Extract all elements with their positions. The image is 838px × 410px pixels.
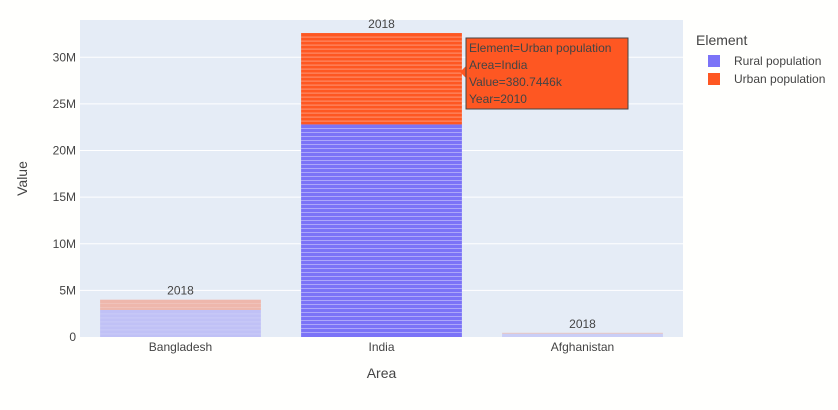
x-tick-label: Afghanistan bbox=[551, 340, 614, 354]
y-tick-label: 0 bbox=[69, 330, 76, 344]
tooltip-line: Value=380.7446k bbox=[469, 75, 563, 89]
bar-annotation: 2018 bbox=[569, 317, 596, 331]
x-tick-label: India bbox=[368, 340, 394, 354]
y-tick-label: 20M bbox=[53, 144, 76, 158]
bar-urban-population[interactable] bbox=[301, 33, 462, 125]
y-axis-ticks: 0 5M 10M 15M 20M 25M 30M bbox=[53, 50, 77, 344]
legend-swatch[interactable] bbox=[708, 73, 720, 85]
tooltip-line: Year=2010 bbox=[469, 92, 527, 106]
y-tick-label: 10M bbox=[53, 237, 76, 251]
legend-item-label[interactable]: Urban population bbox=[734, 72, 825, 86]
x-tick-label: Bangladesh bbox=[149, 340, 212, 354]
y-tick-label: 25M bbox=[53, 97, 76, 111]
bar-urban-population[interactable] bbox=[100, 299, 261, 310]
tooltip-line: Element=Urban population bbox=[469, 41, 611, 55]
y-tick-label: 15M bbox=[53, 190, 76, 204]
bar-urban-population[interactable] bbox=[502, 332, 663, 334]
legend[interactable]: Element Rural population Urban population bbox=[696, 32, 825, 86]
x-axis-ticks: Bangladesh India Afghanistan bbox=[149, 340, 614, 354]
bar-rural-population[interactable] bbox=[301, 124, 462, 338]
y-axis-title: Value bbox=[14, 161, 30, 196]
legend-swatch[interactable] bbox=[708, 55, 720, 67]
legend-title: Element bbox=[696, 32, 747, 48]
y-tick-label: 30M bbox=[53, 50, 76, 64]
bar-annotation: 2018 bbox=[167, 284, 194, 298]
bar-rural-population[interactable] bbox=[502, 333, 663, 337]
bars[interactable] bbox=[100, 33, 663, 338]
x-axis-title: Area bbox=[367, 365, 397, 381]
bar-annotations: 2018 2018 2018 bbox=[167, 17, 596, 331]
bar-annotation: 2018 bbox=[368, 17, 395, 31]
tooltip-pointer bbox=[460, 66, 466, 78]
hover-tooltip: Element=Urban population Area=India Value=… bbox=[460, 37, 629, 110]
tooltip-line: Area=India bbox=[469, 58, 528, 72]
legend-item-label[interactable]: Rural population bbox=[734, 54, 821, 68]
tooltip-box bbox=[465, 37, 629, 110]
bar-rural-population[interactable] bbox=[100, 309, 261, 337]
y-tick-label: 5M bbox=[59, 283, 76, 297]
